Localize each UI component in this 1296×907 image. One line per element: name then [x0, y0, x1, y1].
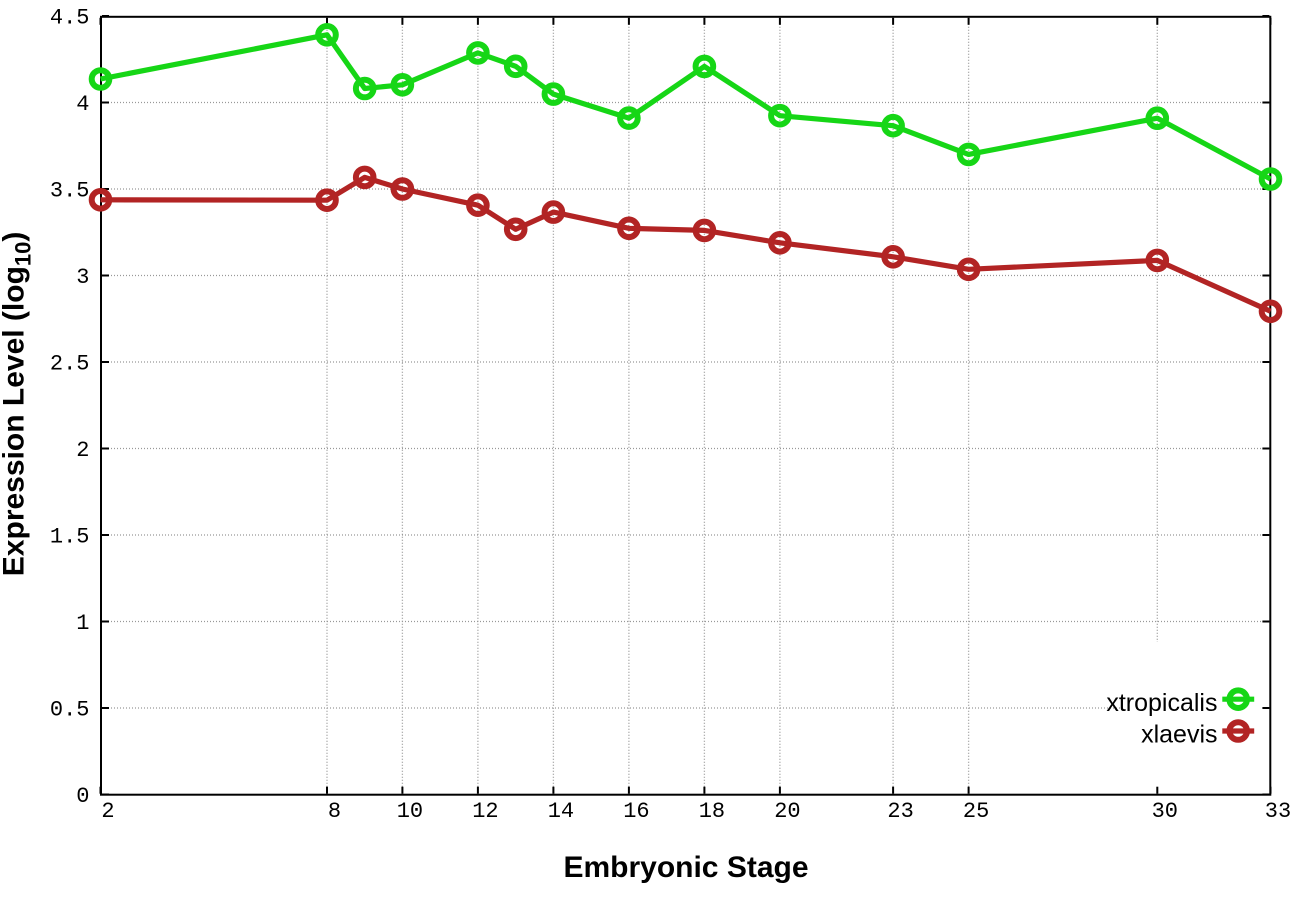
svg-text:12: 12	[472, 799, 498, 824]
svg-text:3.5: 3.5	[50, 179, 90, 204]
svg-text:0: 0	[76, 784, 89, 809]
svg-text:25: 25	[963, 799, 989, 824]
svg-text:4: 4	[76, 92, 89, 117]
svg-text:0.5: 0.5	[50, 698, 90, 723]
svg-text:xlaevis: xlaevis	[1141, 721, 1217, 749]
svg-text:14: 14	[548, 799, 574, 824]
svg-text:2: 2	[101, 799, 114, 824]
svg-text:33: 33	[1265, 799, 1291, 824]
svg-text:xtropicalis: xtropicalis	[1106, 689, 1217, 717]
svg-text:20: 20	[774, 799, 800, 824]
svg-text:18: 18	[699, 799, 725, 824]
svg-text:16: 16	[623, 799, 649, 824]
svg-text:23: 23	[887, 799, 913, 824]
svg-text:2: 2	[76, 438, 89, 463]
svg-text:4.5: 4.5	[50, 6, 90, 31]
svg-text:30: 30	[1152, 799, 1178, 824]
svg-text:10: 10	[397, 799, 423, 824]
svg-text:3: 3	[76, 265, 89, 290]
svg-text:Expression Level (log10): Expression Level (log10)	[0, 232, 36, 577]
svg-text:1: 1	[76, 611, 89, 636]
svg-text:Embryonic Stage: Embryonic Stage	[563, 851, 808, 884]
svg-text:8: 8	[328, 799, 341, 824]
svg-text:2.5: 2.5	[50, 352, 90, 377]
svg-text:1.5: 1.5	[50, 525, 90, 550]
